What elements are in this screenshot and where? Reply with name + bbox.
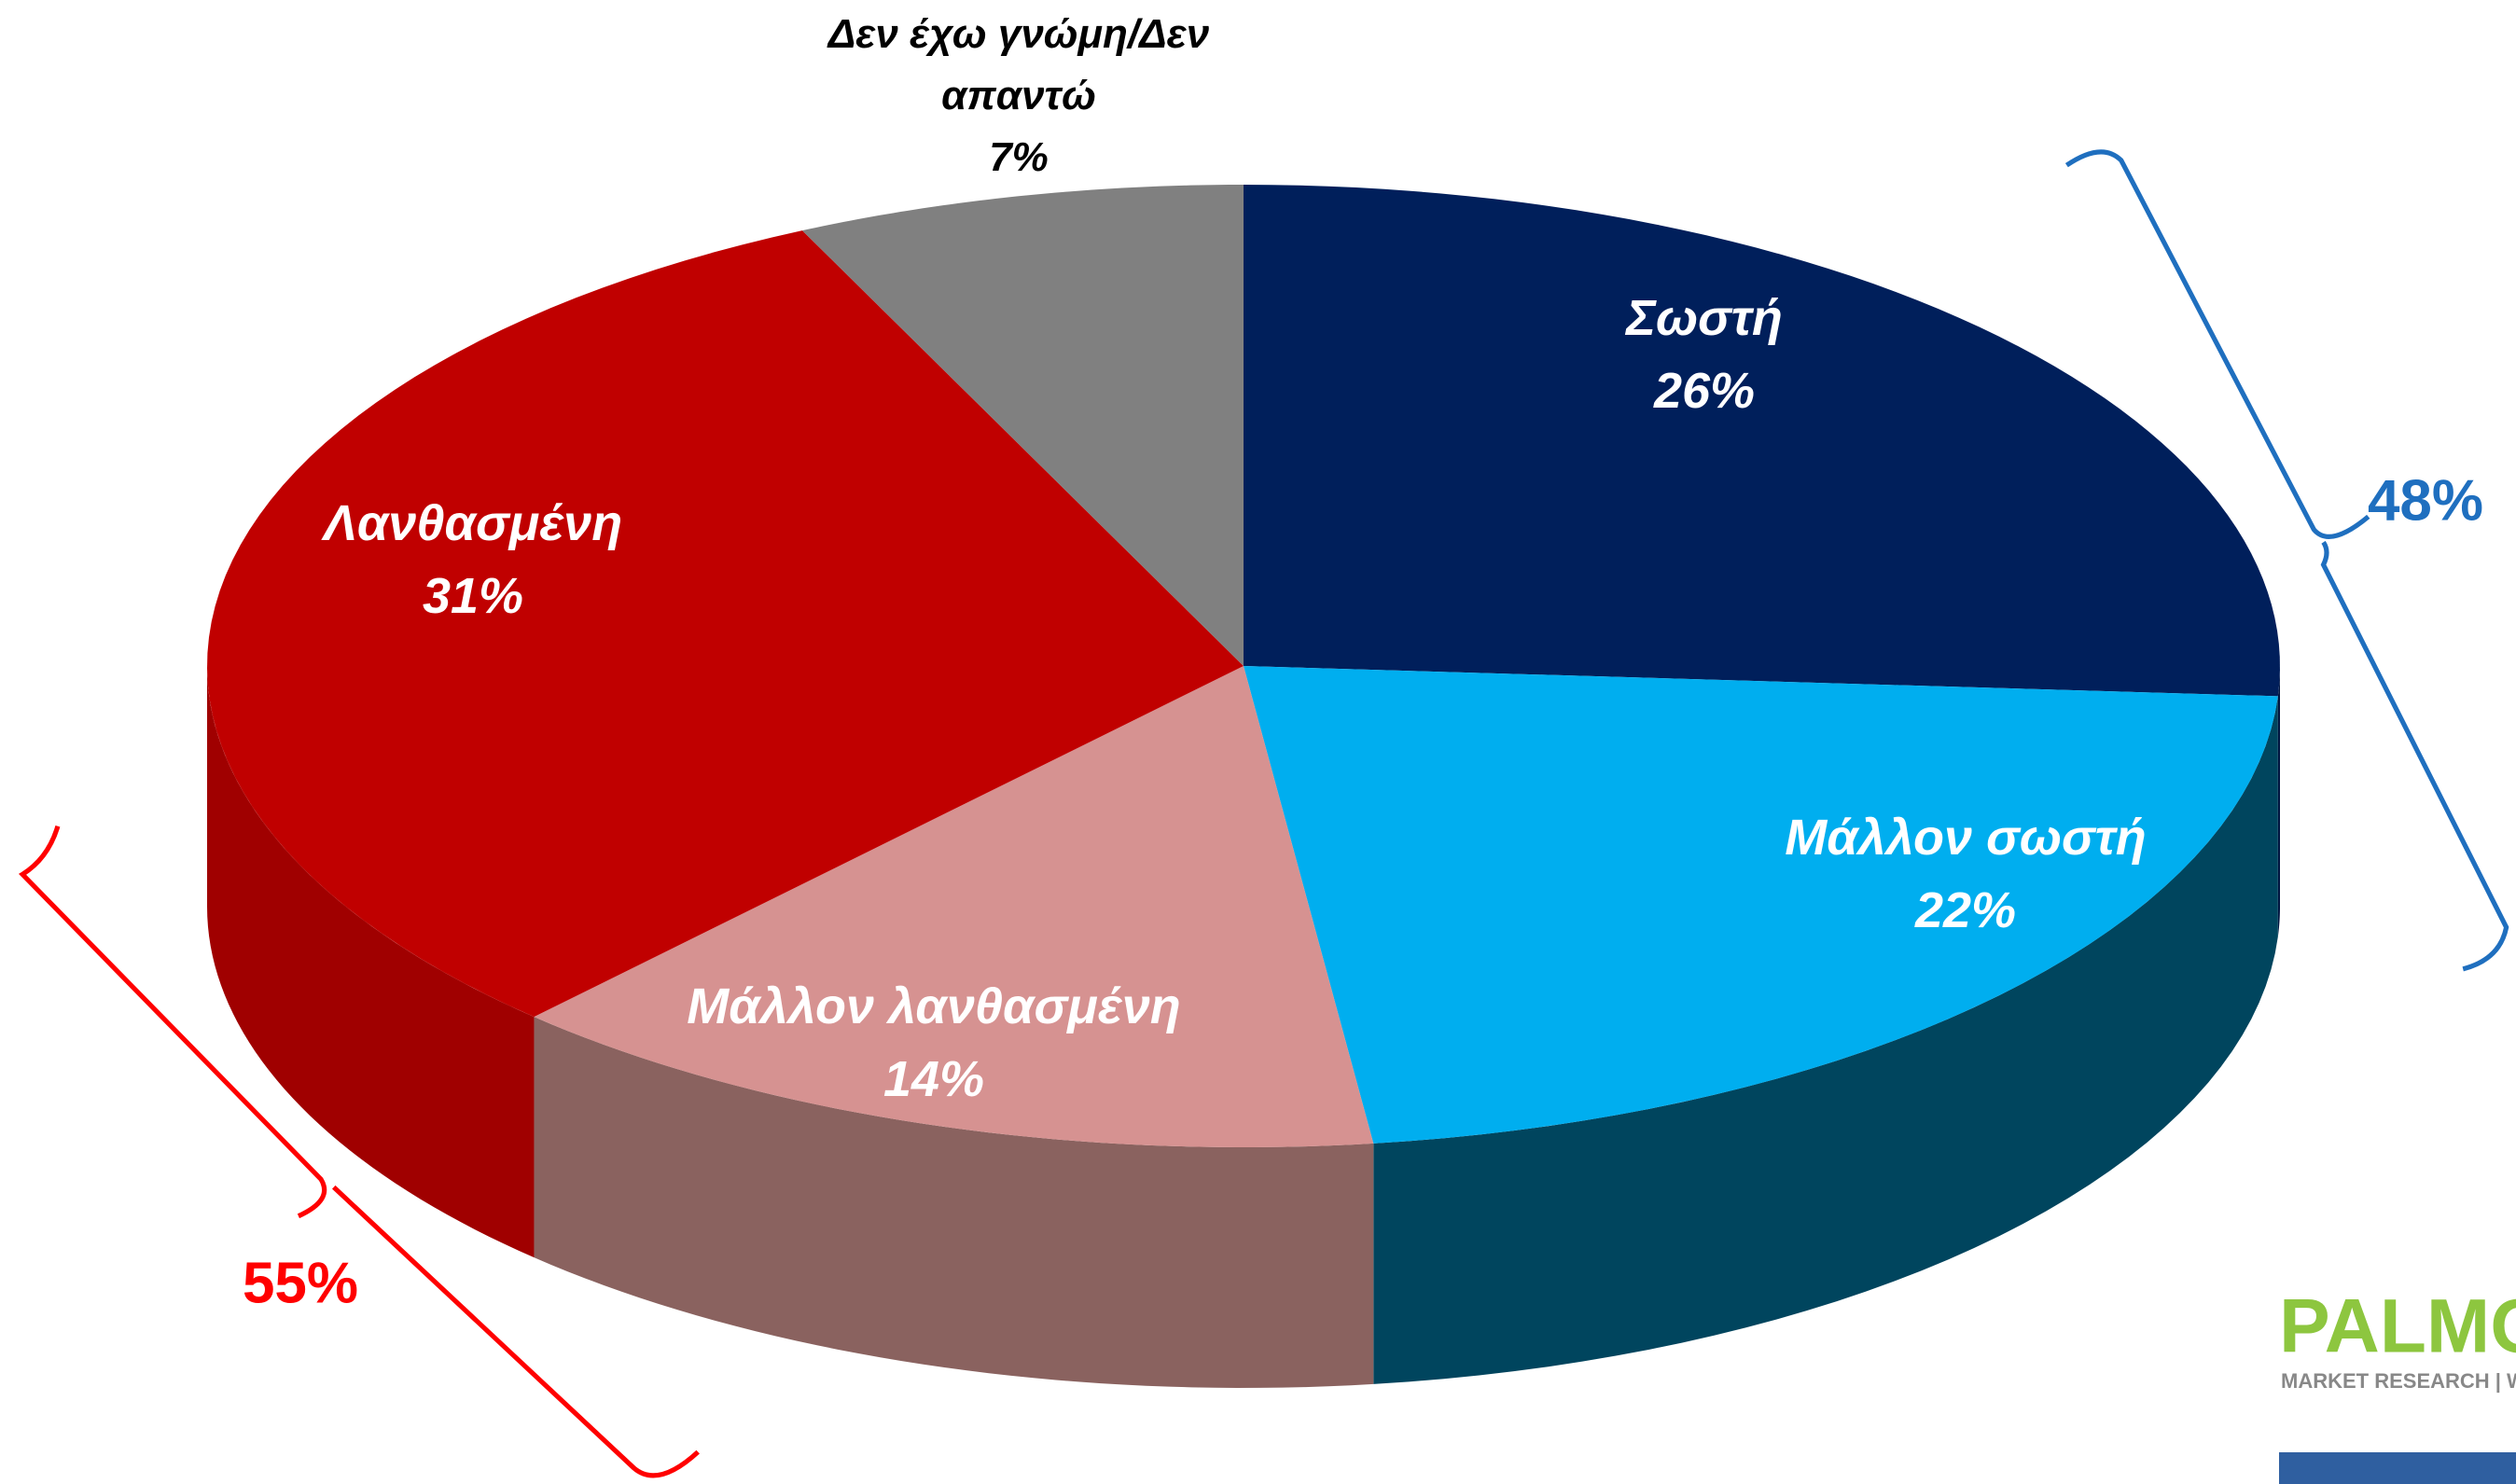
value-label: 31%: [422, 568, 524, 624]
slice-label: Μάλλον σωστή 22%: [1785, 801, 2147, 947]
slice-label: Λανθασμένη 31%: [324, 487, 622, 632]
value-label: 7%: [989, 134, 1049, 180]
value-label: 14%: [883, 1051, 985, 1107]
slice: [534, 666, 1374, 1147]
logo-name: PALMOS: [2279, 1284, 2516, 1369]
bracket-red: [18, 825, 700, 1478]
slice-side: [207, 666, 535, 1258]
group-total: 48%: [2367, 468, 2484, 534]
logo-box: [2279, 1452, 2516, 1484]
bracket-blue: [2064, 149, 2509, 972]
slice-label: Σωστή 26%: [1626, 282, 1783, 427]
slice-label: Μάλλον λανθασμένη 14%: [687, 970, 1180, 1116]
slice-side: [2277, 666, 2280, 937]
category-label: Σωστή: [1626, 290, 1783, 346]
category-label: Λανθασμένη: [323, 495, 623, 551]
value-label: 26%: [1653, 363, 1756, 419]
slice: [1244, 185, 2280, 697]
logo-tagline: MARKET RESEARCH | W: [2281, 1369, 2516, 1393]
category-label: Μάλλον σωστή: [1785, 810, 2147, 866]
slice: [1244, 666, 2278, 1144]
slice-side: [534, 1017, 1374, 1388]
category-label: Μάλλον λανθασμένη: [687, 978, 1181, 1034]
slice: [207, 230, 1244, 1018]
group-total: 55%: [242, 1251, 359, 1316]
slice-side: [1373, 696, 2278, 1384]
value-label: 22%: [1914, 882, 2017, 938]
brackets: [18, 149, 2509, 1478]
category-label: Δεν έχω γνώμη/Δεν απαντώ: [827, 11, 1210, 118]
pie: [207, 185, 2280, 1388]
slice: [801, 185, 1244, 666]
slice-label: Δεν έχω γνώμη/Δεν απαντώ 7%: [776, 4, 1261, 188]
